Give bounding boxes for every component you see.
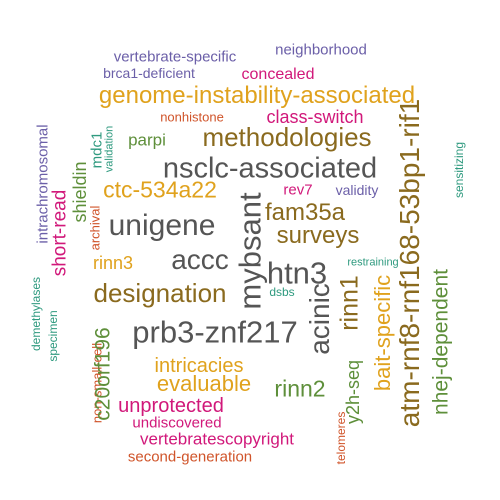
word: class-switch xyxy=(266,107,364,127)
word: accc xyxy=(171,244,229,275)
word: acinic xyxy=(304,283,335,355)
word: brca1-deficient xyxy=(103,65,195,81)
word: demethylases xyxy=(29,276,43,352)
word: unigene xyxy=(108,209,216,242)
word: evaluable xyxy=(156,371,252,396)
word: intricacies xyxy=(154,355,244,377)
word: ctc-534a22 xyxy=(103,176,217,203)
word: htn3 xyxy=(266,255,328,291)
word: genome-instability-associated xyxy=(98,82,416,109)
word: undiscovered xyxy=(132,414,222,432)
word: neighborhood xyxy=(275,41,367,59)
word: rinn3 xyxy=(92,253,134,273)
word: sensitizing xyxy=(452,141,466,199)
word: archival xyxy=(87,205,103,251)
word: validation xyxy=(103,125,116,173)
word: surveys xyxy=(276,222,360,249)
word: mdc1 xyxy=(88,131,106,169)
word: shieldin xyxy=(70,161,90,223)
word: fam35a xyxy=(264,199,346,226)
word: short-read xyxy=(49,189,71,277)
word: dsbs xyxy=(269,285,295,299)
word: vertebratescopyright xyxy=(139,429,295,449)
word: specimen xyxy=(46,310,60,362)
word: restraining xyxy=(347,256,399,269)
word: designation xyxy=(93,278,227,308)
word: bait-specific xyxy=(370,274,395,392)
word: nhej-dependent xyxy=(429,269,453,415)
word: rinn1 xyxy=(335,275,364,331)
word: vertebrate-specific xyxy=(113,48,237,66)
word: prb3-znf217 xyxy=(132,314,298,350)
word: unprotected xyxy=(118,395,224,417)
word: parpi xyxy=(128,130,166,150)
word: intrachromosomal xyxy=(34,124,52,244)
word: nsclc-associated xyxy=(162,152,378,185)
word: mybsant xyxy=(232,192,268,310)
word: rev7 xyxy=(283,181,313,199)
word: methodologies xyxy=(202,122,372,152)
word: validity xyxy=(335,182,379,198)
word: c20orf196 xyxy=(91,327,115,421)
word: concealed xyxy=(241,66,315,83)
word: nonhistone xyxy=(160,109,224,125)
word: telomeres xyxy=(334,411,348,465)
word: atm-rnf8-rnf168-53bp1-rif1 xyxy=(394,98,425,428)
word: rinn2 xyxy=(274,375,326,402)
word: second-generation xyxy=(127,448,253,466)
